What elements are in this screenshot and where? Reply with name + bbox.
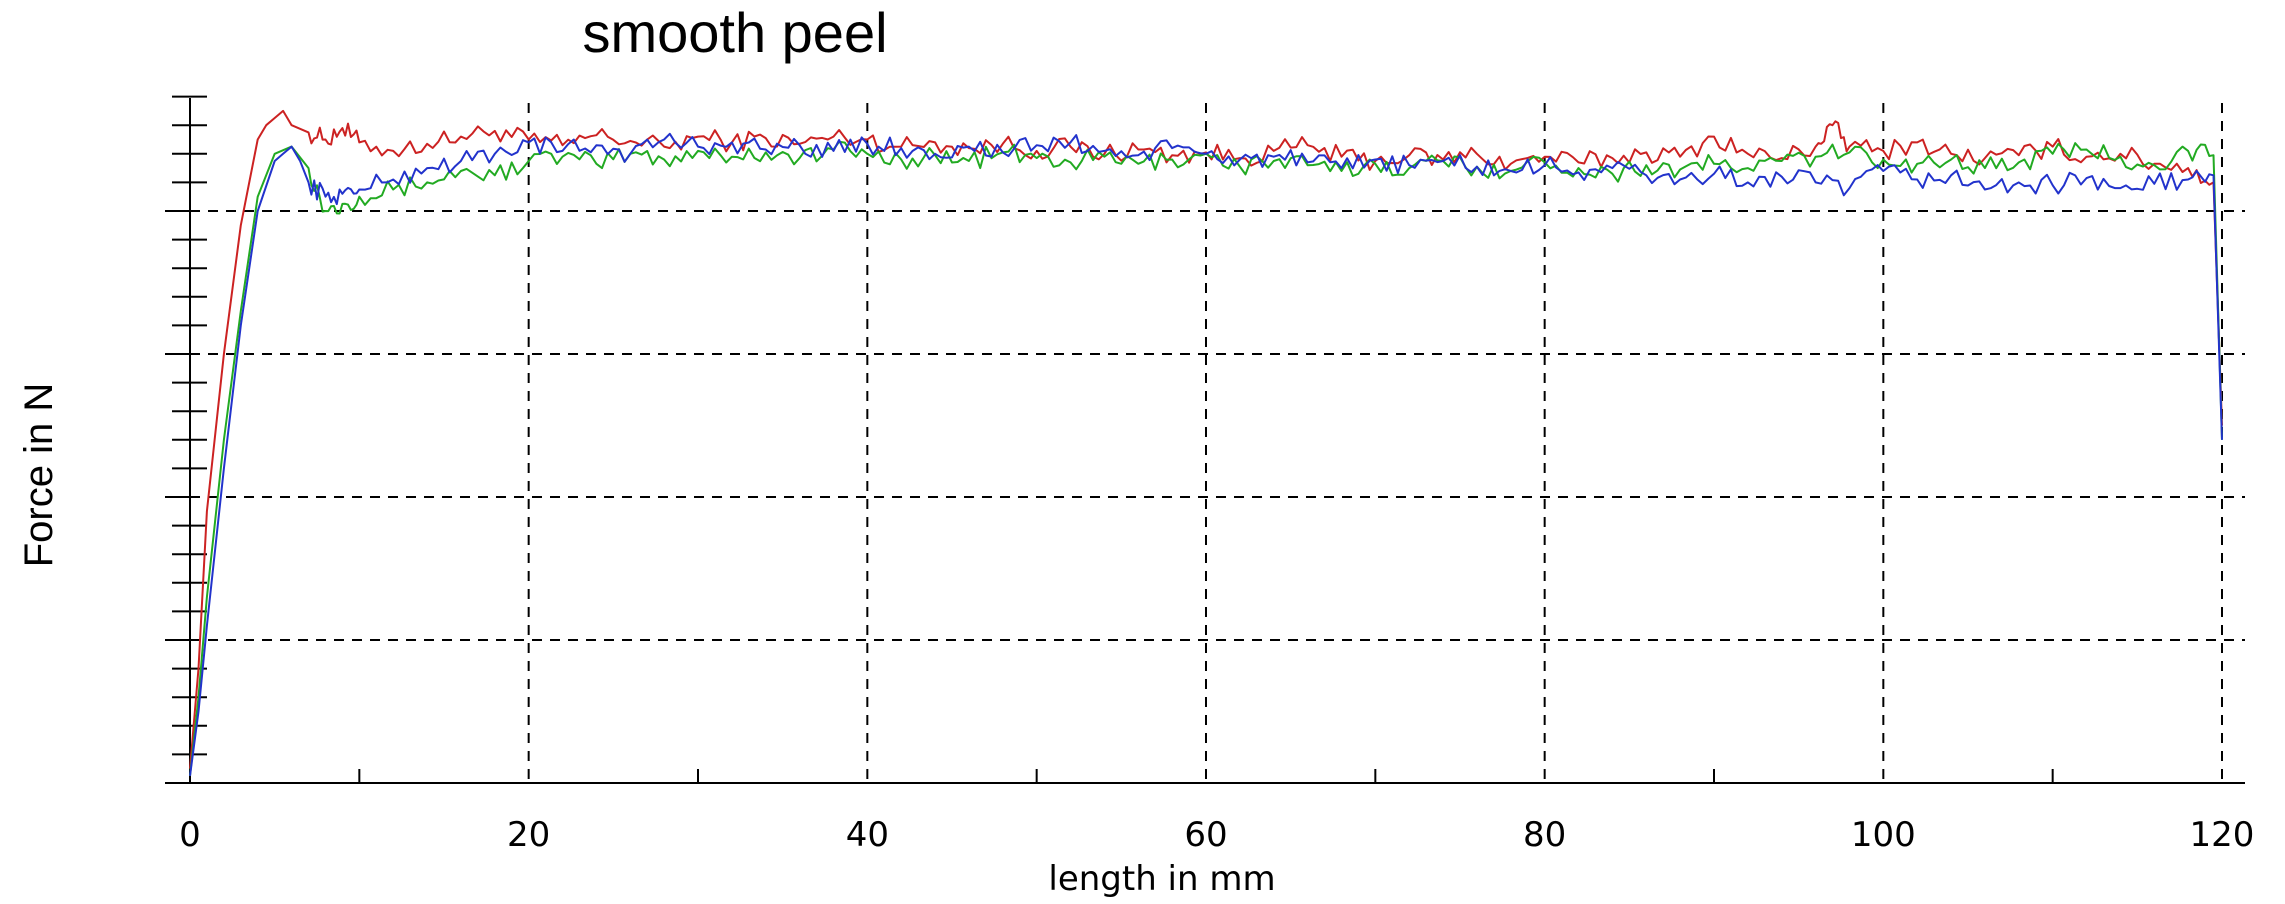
y-axis-label: Force in N	[17, 383, 61, 568]
x-tick-label: 20	[507, 815, 550, 855]
x-tick-label: 100	[1851, 815, 1916, 855]
series-line-3	[189, 132, 2223, 777]
x-axis-label: length in mm	[1048, 859, 1275, 899]
x-tick-label: 60	[1184, 815, 1227, 855]
grid-lines	[190, 103, 2245, 783]
data-series	[189, 109, 2223, 777]
x-tick-labels: 0 20 40 60 80 100 120	[179, 815, 2254, 855]
x-tick-label: 120	[2190, 815, 2255, 855]
x-tick-label: 0	[179, 815, 201, 855]
axis-ticks	[165, 95, 2054, 783]
x-tick-label: 40	[846, 815, 889, 855]
chart-title: smooth peel	[582, 1, 887, 64]
x-tick-label: 80	[1523, 815, 1566, 855]
